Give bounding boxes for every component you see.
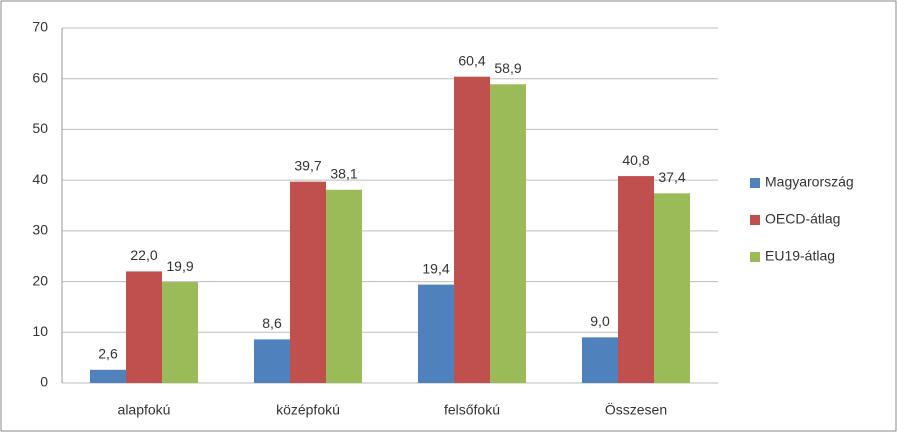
value-label: 19,9 [166,258,193,274]
legend-swatch [750,252,760,262]
x-tick-label: alapfokú [118,402,171,418]
value-label: 39,7 [294,157,321,173]
value-label: 9,0 [590,313,610,329]
value-label: 37,4 [658,169,685,185]
legend-swatch [750,215,760,225]
value-label: 8,6 [262,315,282,331]
bar [162,282,198,383]
bar [90,369,126,383]
bar [290,181,326,383]
value-label: 2,6 [98,346,118,362]
y-tick-label: 40 [32,171,48,187]
value-label: 58,9 [494,60,521,76]
x-tick-label: középfokú [276,402,340,418]
bar [126,271,162,383]
value-label: 19,4 [422,260,449,276]
bar [654,193,690,383]
value-label: 22,0 [130,247,157,263]
bar [618,176,654,383]
y-tick-label: 20 [32,272,48,288]
bar [490,84,526,384]
y-tick-label: 70 [32,19,48,35]
value-label: 38,1 [330,165,357,181]
x-tick-label: felsőfokú [444,402,500,418]
bar [454,76,490,383]
bar [582,337,618,383]
value-label: 60,4 [458,52,485,68]
legend-label: EU19-átlag [765,248,835,264]
y-tick-label: 0 [40,374,48,390]
value-label: 40,8 [622,152,649,168]
y-tick-label: 10 [32,323,48,339]
y-tick-label: 30 [32,222,48,238]
bar [254,339,290,383]
bar [418,284,454,383]
x-tick-label: Összesen [605,401,667,418]
bar [326,189,362,383]
y-tick-label: 50 [32,120,48,136]
legend-label: Magyarország [765,174,854,190]
legend-label: OECD-átlag [765,211,840,227]
y-tick-label: 60 [32,69,48,85]
legend-swatch [750,178,760,188]
